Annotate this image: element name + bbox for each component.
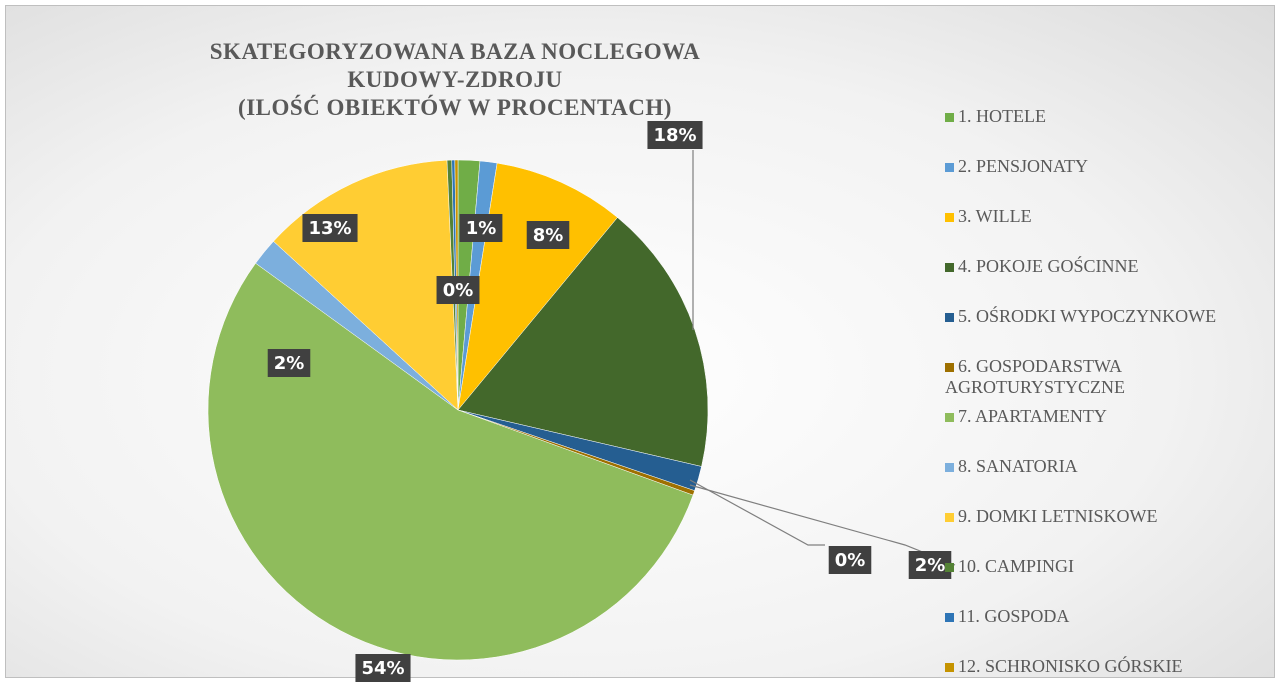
legend-swatch [945,113,954,122]
pie-slice [207,262,694,661]
legend-item: 3. WILLE [945,206,1255,227]
data-label: 54% [355,654,411,682]
data-label-text: 1% [466,218,497,239]
legend-swatch [945,313,954,322]
legend-label: 4. POKOJE GOŚCINNE [958,256,1139,276]
legend-label: 11. GOSPODA [958,606,1070,626]
legend-swatch [945,363,954,372]
legend-label: 6. GOSPODARSTWA AGROTURYSTYCZNE [945,356,1126,397]
data-label-text: 0% [443,280,474,301]
legend-item: 2. PENSJONATY [945,156,1255,177]
data-label-text: 54% [361,658,404,679]
data-label: 1% [459,214,503,242]
legend-label: 1. HOTELE [958,106,1046,126]
legend-item: 8. SANATORIA [945,456,1255,477]
data-label: 2% [267,349,311,377]
data-label-box [828,546,872,574]
legend-swatch [945,513,954,522]
legend-item: 4. POKOJE GOŚCINNE [945,256,1255,277]
legend-label: 8. SANATORIA [958,456,1078,476]
data-label-box [302,214,358,242]
legend-swatch [945,413,954,422]
legend-swatch [945,163,954,172]
legend-swatch [945,613,954,622]
legend-item: 12. SCHRONISKO GÓRSKIE [945,656,1255,677]
data-label: 0% [828,546,872,574]
data-label-box [647,121,703,149]
legend-label: 9. DOMKI LETNISKOWE [958,506,1158,526]
data-label: 0% [436,276,480,304]
data-label-text: 0% [835,550,866,571]
legend-label: 10. CAMPINGI [958,556,1075,576]
data-label-box [908,551,952,579]
data-label-box [267,349,311,377]
legend-label: 12. SCHRONISKO GÓRSKIE [958,656,1183,676]
data-label-box [459,214,503,242]
legend-item: 1. HOTELE [945,106,1255,127]
chart-title: SKATEGORYZOWANA BAZA NOCLEGOWA KUDOWY-ZD… [209,39,701,120]
data-label-text: 8% [533,225,564,246]
legend-swatch [945,263,954,272]
data-label: 13% [302,214,358,242]
legend-swatch [945,563,954,572]
legend-item: 7. APARTAMENTY [945,406,1255,427]
data-label-text: 13% [308,218,351,239]
data-label-box [436,276,480,304]
pie-slice [454,159,459,411]
data-label: 2% [908,551,952,579]
legend-label: 5. OŚRODKI WYPOCZYNKOWE [958,306,1217,326]
pie-slice [457,217,709,467]
legend-item: 11. GOSPODA [945,606,1255,627]
legend-swatch [945,663,954,672]
data-label-box [355,654,411,682]
data-label: 18% [647,121,703,149]
data-label-box [526,221,570,249]
legend-label: 3. WILLE [958,206,1032,226]
legend-swatch [945,213,954,222]
legend-item: 10. CAMPINGI [945,556,1255,577]
legend-label: 7. APARTAMENTY [958,406,1107,426]
legend-item: 5. OŚRODKI WYPOCZYNKOWE [945,306,1255,327]
data-label-text: 2% [274,353,305,374]
legend-swatch [945,463,954,472]
legend-label: 2. PENSJONATY [958,156,1089,176]
legend-item: 9. DOMKI LETNISKOWE [945,506,1255,527]
data-label-text: 18% [653,125,696,146]
data-label-text: 2% [915,555,946,576]
legend-item: 6. GOSPODARSTWA AGROTURYSTYCZNE [945,356,1255,398]
leader-line [689,479,825,546]
data-label: 8% [526,221,570,249]
